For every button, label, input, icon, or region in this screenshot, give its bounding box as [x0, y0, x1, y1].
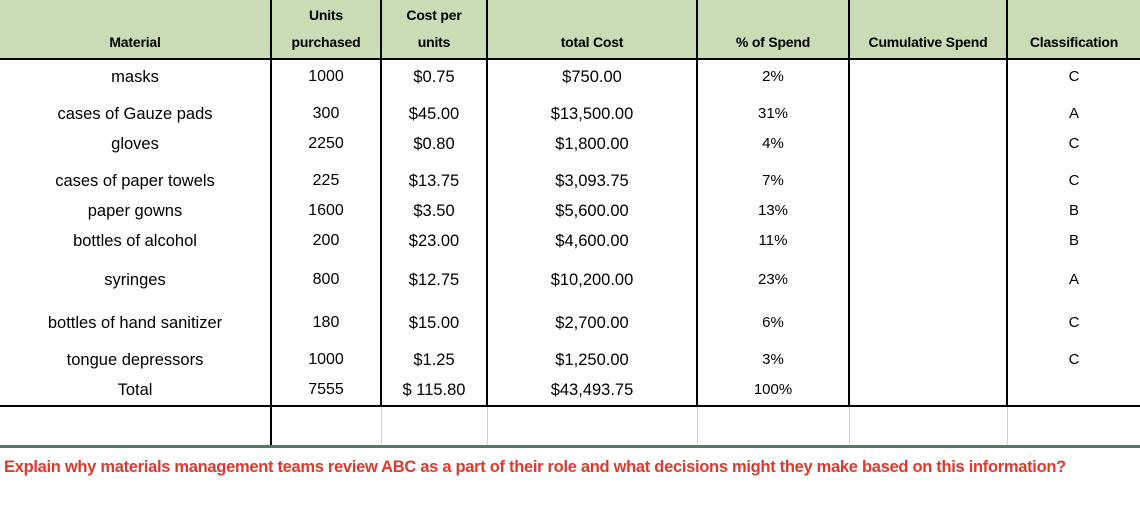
grid-line	[486, 0, 488, 407]
header-total-cost: total Cost	[560, 34, 624, 50]
cell-units: 1600	[308, 202, 344, 219]
question-text: Explain why materials management teams r…	[4, 458, 1066, 476]
cell-units: 1000	[308, 351, 344, 368]
cell-pct: 31%	[757, 105, 789, 122]
cell-material: bottles of hand sanitizer	[47, 314, 223, 332]
grid-line	[0, 405, 1140, 407]
grid-line	[849, 407, 850, 447]
grid-line	[0, 58, 1140, 60]
header-pct-spend: % of Spend	[735, 34, 811, 50]
cell-cost: $23.00	[408, 232, 460, 250]
cell-pct: 23%	[757, 271, 789, 288]
cell-units: 200	[312, 232, 340, 249]
grid-line	[696, 0, 698, 407]
header-cost-1: Cost per	[406, 7, 462, 23]
cell-cost: $15.00	[408, 314, 460, 332]
cell-total: $3,093.75	[555, 172, 629, 190]
cell-cls: C	[1068, 351, 1080, 368]
cell-pct: 7%	[762, 172, 784, 189]
grid-line	[1006, 0, 1008, 407]
grid-line	[487, 407, 488, 447]
cell-cost: $0.75	[413, 68, 455, 86]
cell-cost: $13.75	[408, 172, 460, 190]
cell-cls: A	[1068, 271, 1079, 288]
cell-total: $10,200.00	[550, 271, 634, 289]
grid-line	[381, 407, 382, 447]
cell-total: $2,700.00	[555, 314, 629, 332]
cell-material: gloves	[111, 135, 159, 153]
cell-cost: $45.00	[408, 105, 460, 123]
cell-cls: B	[1068, 232, 1079, 249]
cell-total: $750.00	[562, 68, 622, 86]
cell-units: 225	[312, 172, 340, 189]
cell-cls: C	[1068, 314, 1080, 331]
header-cumulative: Cumulative Spend	[868, 34, 988, 50]
cell-material: masks	[111, 68, 159, 86]
cell-pct: 4%	[762, 135, 784, 152]
header-classification: Classification	[1029, 34, 1119, 50]
header-units-2: purchased	[291, 34, 361, 50]
cell-units: 180	[312, 314, 340, 331]
cell-material: paper gowns	[87, 202, 183, 220]
grid-line	[848, 0, 850, 407]
cell-material: tongue depressors	[66, 351, 204, 369]
cell-cls: C	[1068, 135, 1080, 152]
cell-cost: $ 115.80	[402, 381, 466, 399]
cell-cost: $3.50	[413, 202, 455, 220]
cell-material: Total	[117, 381, 153, 399]
cell-material: cases of paper towels	[55, 172, 215, 190]
table-header	[0, 0, 1140, 59]
header-material: Material	[109, 34, 161, 50]
grid-line	[380, 0, 382, 407]
cell-material: cases of Gauze pads	[57, 105, 213, 123]
cell-units: 800	[312, 271, 340, 288]
abc-table: Material Units purchased Cost per units …	[0, 0, 1140, 447]
cell-cls: A	[1068, 105, 1079, 122]
cell-pct: 13%	[757, 202, 789, 219]
cell-total: $4,600.00	[555, 232, 629, 250]
cell-cost: $1.25	[413, 351, 455, 369]
grid-line	[1007, 407, 1008, 447]
cell-total: $43,493.75	[550, 381, 634, 399]
cell-cls: B	[1068, 202, 1079, 219]
grid-line	[697, 407, 698, 447]
cell-pct: 6%	[762, 314, 784, 331]
grid-line	[270, 0, 272, 447]
cell-total: $1,250.00	[555, 351, 629, 369]
cell-units: 2250	[308, 135, 344, 152]
cell-total: $5,600.00	[555, 202, 629, 220]
cell-pct: 3%	[762, 351, 784, 368]
cell-pct: 100%	[753, 381, 793, 398]
cell-cost: $12.75	[408, 271, 460, 289]
cell-total: $1,800.00	[555, 135, 629, 153]
cell-material: syringes	[104, 271, 166, 289]
cell-units: 1000	[308, 68, 344, 85]
header-units-1: Units	[308, 7, 343, 23]
cell-material: bottles of alcohol	[73, 232, 197, 250]
cell-units: 7555	[308, 381, 344, 398]
cell-cost: $0.80	[413, 135, 455, 153]
cell-pct: 2%	[762, 68, 784, 85]
cell-cls: C	[1068, 68, 1080, 85]
divider	[0, 445, 1140, 448]
cell-total: $13,500.00	[550, 105, 634, 123]
header-cost-2: units	[417, 34, 451, 50]
cell-pct: 11%	[758, 232, 788, 249]
cell-cls: C	[1068, 172, 1080, 189]
cell-units: 300	[312, 105, 340, 122]
